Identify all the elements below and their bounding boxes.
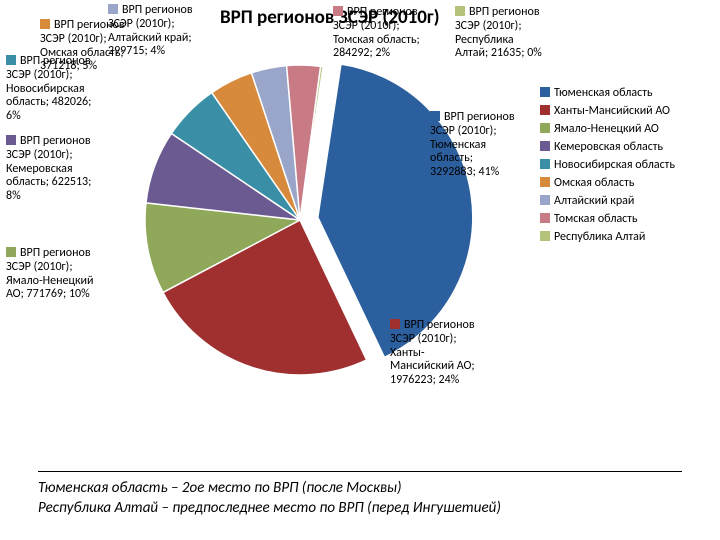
label-text: ЗСЭР (2010г); [333, 19, 400, 33]
label-marker [108, 4, 118, 14]
data-label: ВРП регионовЗСЭР (2010г);Томская область… [333, 5, 420, 61]
legend-marker [540, 87, 550, 97]
legend-marker [540, 123, 550, 133]
legend-item: Тюменская область [540, 86, 675, 100]
legend-label: Республика Алтай [554, 230, 645, 244]
footer-note: Тюменская область – 2ое место по ВРП (по… [38, 471, 682, 519]
label-text: 284292; 2% [333, 46, 390, 60]
label-marker [455, 6, 465, 16]
legend-label: Ханты-Мансийский АО [554, 104, 670, 118]
label-text: ВРП регионов [444, 110, 515, 124]
legend-marker [540, 105, 550, 115]
label-text: АО; 771769; 10% [6, 287, 90, 301]
data-label: ВРП регионовЗСЭР (2010г);РеспубликаАлтай… [455, 5, 542, 61]
footer-line-2: Республика Алтай – предпоследнее место п… [38, 498, 682, 518]
label-text: ВРП регионов [404, 318, 475, 332]
label-text: 8% [6, 189, 21, 203]
legend-item: Новосибирская область [540, 158, 675, 172]
legend-label: Томская область [554, 212, 638, 226]
legend-marker [540, 195, 550, 205]
label-text: ВРП регионов [20, 134, 91, 148]
label-text: ЗСЭР (2010г); [390, 332, 457, 346]
label-text: Тюменская [430, 138, 486, 152]
label-text: Ямало-Ненецкий [6, 274, 94, 288]
label-text: Республика [455, 33, 514, 47]
legend-label: Тюменская область [554, 86, 653, 100]
label-marker [333, 6, 343, 16]
label-text: ЗСЭР (2010г); [455, 19, 522, 33]
label-text: Новосибирская [6, 82, 85, 96]
label-text: Мансийский АО; [390, 359, 475, 373]
legend-label: Алтайский край [554, 194, 634, 208]
label-text: ВРП регионов [20, 246, 91, 260]
chart-container: { "title": { "text": "ВРП регионов ЗСЭР … [0, 0, 720, 540]
label-marker [40, 19, 50, 29]
label-text: область; 622513; [6, 175, 91, 189]
data-label: ВРП регионовЗСЭР (2010г);Ямало-НенецкийА… [6, 246, 94, 302]
label-text: ЗСЭР (2010г); [6, 148, 73, 162]
label-marker [6, 55, 16, 65]
label-text: ЗСЭР (2010г); [40, 32, 107, 46]
data-label: ВРП регионовЗСЭР (2010г);Ханты-Мансийски… [390, 318, 475, 388]
legend-item: Республика Алтай [540, 230, 675, 244]
legend-marker [540, 231, 550, 241]
legend-item: Алтайский край [540, 194, 675, 208]
label-text: Алтай; 21635; 0% [455, 46, 542, 60]
label-marker [6, 135, 16, 145]
data-label: ВРП регионовЗСЭР (2010г);Кемеровскаяобла… [6, 134, 91, 204]
legend: Тюменская область Ханты-Мансийский АО Ямал… [540, 86, 675, 248]
footer-line-1: Тюменская область – 2ое место по ВРП (по… [38, 478, 682, 498]
label-text: 1976223; 24% [390, 373, 459, 387]
label-text: Кемеровская [6, 162, 73, 176]
label-text: Ханты- [390, 346, 425, 360]
label-text: область; [430, 151, 473, 165]
label-text: 6% [6, 109, 21, 123]
label-text: ВРП регионов [469, 5, 540, 19]
data-label: ВРП регионовЗСЭР (2010г);Новосибирскаяоб… [6, 54, 91, 124]
legend-label: Новосибирская область [554, 158, 675, 172]
label-text: ЗСЭР (2010г); [6, 260, 73, 274]
legend-item: Ямало-Ненецкий АО [540, 122, 675, 136]
legend-item: Кемеровская область [540, 140, 675, 154]
label-text: Томская область; [333, 33, 420, 47]
legend-marker [540, 159, 550, 169]
legend-label: Омская область [554, 176, 634, 190]
legend-label: Кемеровская область [554, 140, 663, 154]
legend-item: Томская область [540, 212, 675, 226]
legend-label: Ямало-Ненецкий АО [554, 122, 659, 136]
label-marker [6, 247, 16, 257]
label-text: ВРП регионов [122, 3, 193, 17]
label-text: ЗСЭР (2010г); [430, 124, 497, 138]
label-text: ВРП регионов [347, 5, 418, 19]
legend-marker [540, 177, 550, 187]
label-text: 3292883; 41% [430, 165, 499, 179]
label-text: область; 482026; [6, 95, 91, 109]
label-text: ВРП регионов [20, 54, 91, 68]
label-text: ЗСЭР (2010г); [6, 68, 73, 82]
legend-marker [540, 213, 550, 223]
legend-item: Ханты-Мансийский АО [540, 104, 675, 118]
label-marker [390, 319, 400, 329]
legend-marker [540, 141, 550, 151]
data-label: ВРП регионовЗСЭР (2010г);Тюменскаяобласт… [430, 110, 515, 180]
legend-item: Омская область [540, 176, 675, 190]
label-text: ВРП регионов [54, 18, 125, 32]
label-marker [430, 111, 440, 121]
